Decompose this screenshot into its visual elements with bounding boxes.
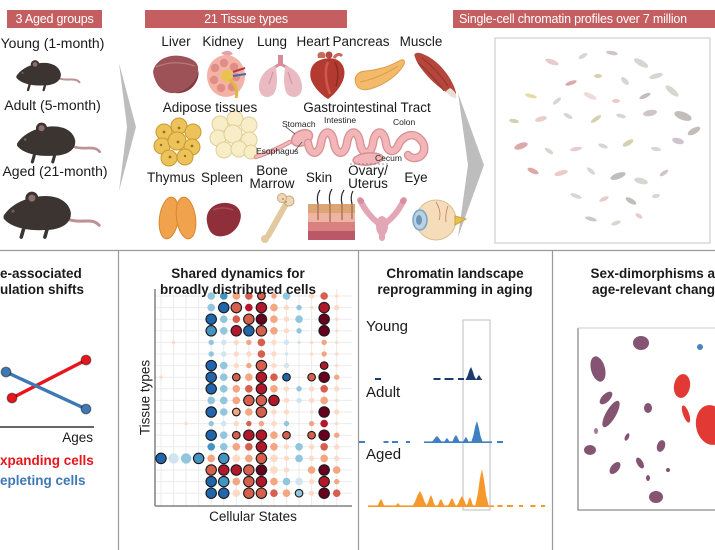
adult-mouse-label: Adult (5-month) (4, 97, 101, 113)
heart-label: Heart (296, 34, 330, 49)
cecum-label: Cecum (375, 153, 402, 163)
panel1-title: e-associated ulation shifts (0, 266, 84, 297)
young-mouse-icon (15, 58, 81, 92)
ovary-uterus-icon (357, 197, 407, 241)
panel3-title: Chromatin landscape reprogramming in agi… (377, 266, 533, 297)
lung-icon (259, 55, 302, 97)
skin-label: Skin (305, 170, 333, 185)
eye-label: Eye (404, 170, 428, 185)
young-track-label: Young (366, 318, 408, 335)
liver-label: Liver (161, 34, 191, 49)
panel2-title: Shared dynamics for broadly distributed … (159, 266, 317, 297)
sex-umap-frame (577, 327, 715, 511)
umap-profiles-plot (509, 50, 701, 226)
ovary-uterus-label: Ovary/ Uterus (348, 163, 388, 191)
adult-track-label: Adult (366, 384, 401, 401)
kidney-icon (207, 50, 247, 99)
adipose-white-icon (209, 110, 259, 160)
aged-track-label: Aged (366, 446, 402, 463)
thymus-label: Thymus (146, 170, 195, 185)
age-shift-line-chart (0, 354, 94, 428)
header-profiles-label: Single-cell chromatin profiles over 7 mi… (459, 12, 687, 26)
header-aged-groups-label: 3 Aged groups (15, 12, 94, 26)
muscle-icon (414, 52, 457, 98)
header-tissue-types-label: 21 Tissue types (204, 12, 288, 26)
young-mouse-label: Young (1-month) (0, 35, 105, 51)
kidney-label: Kidney (202, 34, 244, 49)
adult-mouse-icon (15, 121, 102, 164)
pancreas-label: Pancreas (332, 34, 390, 49)
stomach-label: Stomach (282, 119, 316, 129)
header-tissue-types: 21 Tissue types (145, 10, 347, 28)
esophagus-label: Esophagus (256, 146, 299, 156)
umap-sex-plot (584, 336, 715, 503)
thymus-icon (158, 196, 197, 240)
expanding-cells-legend: xpanding cells (0, 453, 94, 468)
pancreas-icon (354, 59, 405, 91)
gi-tract-icon (253, 126, 429, 166)
skin-icon (308, 188, 355, 240)
lung-label: Lung (256, 34, 288, 49)
heart-icon (310, 51, 345, 99)
dot-matrix-chart (154, 289, 352, 507)
gi-label: Gastrointestinal Tract (303, 100, 431, 115)
chromatin-tracks-chart (359, 319, 545, 511)
bone-marrow-label: Bone Marrow (249, 163, 295, 191)
liver-icon (153, 55, 199, 94)
cellular-states-axis-label: Cellular States (209, 509, 297, 524)
colon-label: Colon (393, 117, 416, 127)
arrow-right-icon (458, 93, 484, 237)
aged-mouse-label: Aged (21-month) (2, 163, 108, 179)
spleen-icon (206, 202, 241, 237)
ages-axis-label: Ages (62, 430, 93, 445)
depleting-cells-legend: epleting cells (0, 473, 86, 488)
panel-dividers (0, 249, 715, 550)
panel4-title: Sex-dimorphisms a age-relevant chang (590, 266, 715, 297)
eye-icon (412, 199, 468, 241)
muscle-label: Muscle (399, 34, 443, 49)
bone-marrow-icon (261, 193, 295, 243)
arrow-right-icon (119, 63, 136, 191)
spleen-label: Spleen (200, 170, 244, 185)
intestine-label: Intestine (324, 115, 357, 125)
header-aged-groups: 3 Aged groups (7, 10, 102, 28)
header-profiles: Single-cell chromatin profiles over 7 mi… (453, 10, 715, 28)
tissue-types-axis-label: Tissue types (137, 359, 153, 436)
adipose-brown-icon (153, 117, 202, 167)
aged-mouse-icon (1, 189, 101, 239)
adipose-label: Adipose tissues (162, 100, 258, 115)
